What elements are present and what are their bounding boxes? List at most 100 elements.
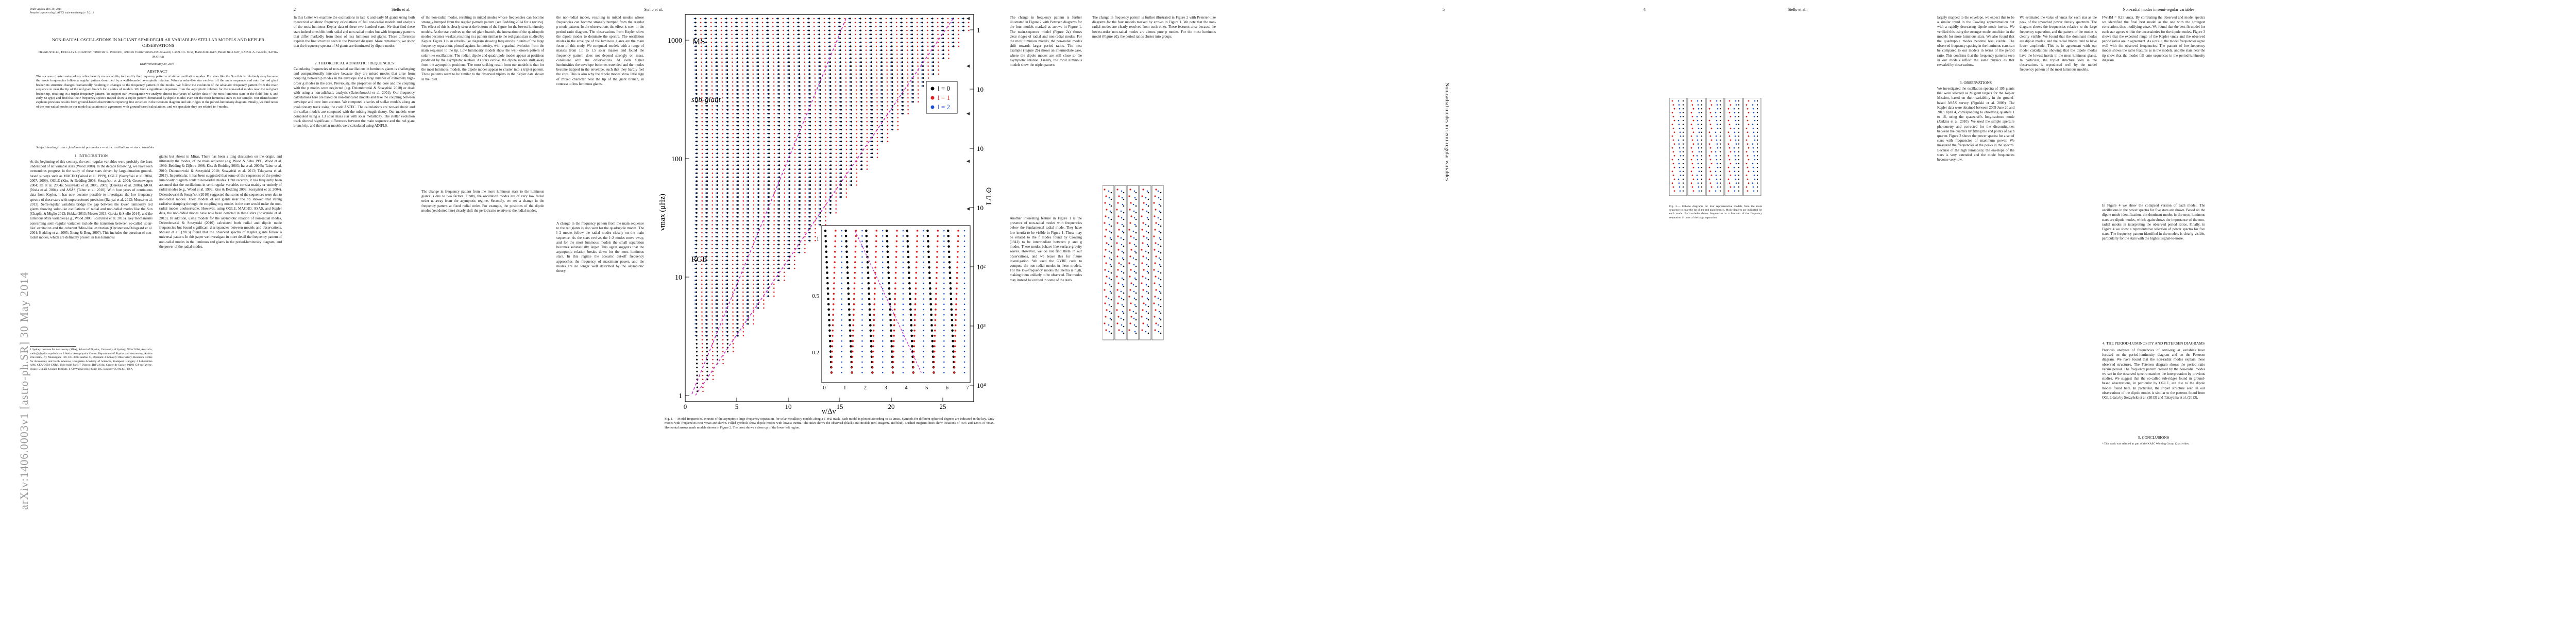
mode-l0 — [768, 228, 770, 230]
mode-l0 — [788, 37, 790, 40]
mode-l0 — [726, 216, 728, 218]
mode-l2 — [746, 101, 748, 102]
mode-l0 — [787, 33, 790, 36]
mode-l0 — [808, 41, 810, 43]
mode-l1 — [701, 196, 703, 198]
mode-l1 — [732, 283, 734, 285]
mode-l0 — [716, 156, 719, 159]
mode-l0 — [891, 129, 894, 131]
mode-l0 — [768, 89, 770, 91]
mode-l1 — [856, 145, 858, 146]
mode-l2 — [807, 54, 809, 55]
mode-l0 — [737, 141, 739, 143]
mode-l1 — [752, 73, 754, 75]
mode-l1 — [732, 168, 734, 170]
mode-l2 — [798, 224, 799, 226]
mode-l1 — [804, 157, 806, 158]
mode-l0 — [860, 61, 862, 63]
mode-l2 — [869, 42, 871, 43]
mode-l2 — [869, 54, 871, 55]
mode-l1 — [813, 26, 815, 27]
mode-l2 — [725, 105, 727, 107]
mode-l2 — [767, 212, 768, 214]
mode-l1 — [742, 307, 744, 309]
mode-l0 — [860, 168, 863, 170]
fig2-l1 — [1106, 276, 1108, 278]
mode-l0 — [850, 81, 852, 83]
inset-l0 — [908, 293, 911, 295]
mode-l2 — [694, 248, 696, 249]
mode-l2 — [715, 184, 717, 186]
inset-l2 — [902, 287, 904, 289]
mode-l1 — [906, 38, 908, 39]
mode-l0 — [881, 89, 883, 91]
mode-l0 — [777, 49, 779, 52]
fig2-l1 — [1130, 249, 1132, 251]
mode-l2 — [756, 248, 758, 249]
mode-l0 — [871, 132, 873, 134]
mode-l2 — [716, 145, 717, 146]
inset-l1 — [935, 282, 938, 284]
mode-l1 — [897, 97, 899, 99]
mode-l2 — [736, 73, 737, 75]
mode-l1 — [722, 255, 723, 258]
mode-l0 — [953, 37, 955, 40]
mode-l2 — [787, 117, 789, 118]
mode-l2 — [767, 244, 768, 245]
inset-l2 — [943, 230, 945, 232]
mode-l0 — [757, 109, 759, 111]
mode-l1 — [804, 228, 806, 230]
fig2-l0 — [1123, 312, 1125, 314]
mode-l2 — [745, 26, 747, 27]
mode-l2 — [819, 161, 820, 162]
mode-l1 — [815, 101, 816, 102]
mode-l0 — [777, 279, 780, 281]
inset-l2 — [882, 319, 884, 321]
mode-l0 — [706, 160, 708, 162]
mode-l1 — [825, 141, 827, 142]
mode-l0 — [726, 331, 728, 333]
fig2-l1 — [1105, 282, 1107, 284]
mode-l2 — [746, 224, 748, 226]
mode-l0 — [716, 228, 718, 230]
mode-l2 — [735, 22, 736, 23]
mode-l0 — [798, 41, 800, 43]
mode-l0 — [706, 220, 708, 222]
mode-l1 — [732, 311, 734, 313]
fig2-l1 — [1141, 296, 1143, 298]
inset-l0 — [951, 329, 954, 332]
mode-l0 — [726, 81, 728, 83]
fig2-l1 — [1142, 188, 1144, 191]
mode-l2 — [808, 152, 810, 154]
mode-l1 — [783, 61, 785, 63]
inset-l2 — [963, 372, 965, 373]
mode-l1 — [722, 220, 723, 222]
mode-l1 — [855, 77, 857, 79]
mode-l1 — [762, 49, 764, 51]
mode-l0 — [788, 105, 790, 107]
fig2-l2 — [1121, 304, 1123, 306]
p2-column-3: The change in frequency pattern is furth… — [1010, 15, 1082, 67]
mode-l1 — [784, 173, 786, 174]
mode-l0 — [737, 235, 739, 238]
fig2-l0 — [1160, 205, 1162, 207]
mode-l0 — [696, 113, 698, 115]
mode-l1 — [907, 69, 909, 71]
mode-l2 — [776, 45, 778, 47]
mode-l0 — [840, 85, 842, 87]
mode-l1 — [825, 176, 827, 178]
mode-l2 — [787, 49, 788, 51]
mode-l1 — [701, 204, 703, 206]
mode-l2 — [921, 42, 922, 43]
mode-l2 — [725, 212, 727, 214]
mode-l2 — [808, 173, 810, 174]
mode-l1 — [804, 148, 806, 150]
mode-l2 — [756, 105, 758, 107]
mode-l2 — [736, 117, 738, 118]
inset-x-tick-label: 6 — [946, 385, 949, 391]
fig2-l2 — [1108, 250, 1110, 252]
mode-l0 — [859, 18, 861, 20]
mode-l2 — [797, 65, 799, 67]
mode-l2 — [695, 149, 697, 150]
mode-l2 — [798, 192, 800, 194]
